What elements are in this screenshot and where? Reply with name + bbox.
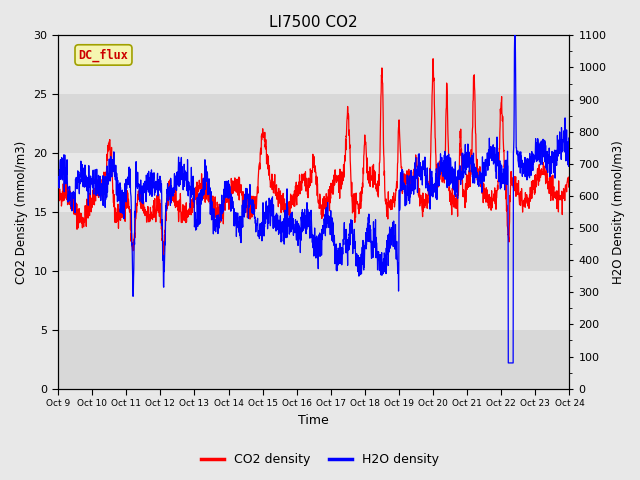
Bar	[58, 212, 570, 271]
Bar	[58, 153, 570, 212]
X-axis label: Time: Time	[298, 414, 329, 427]
Bar	[58, 330, 570, 389]
Text: DC_flux: DC_flux	[79, 48, 129, 61]
Bar	[58, 271, 570, 330]
Bar	[58, 36, 570, 94]
Y-axis label: CO2 Density (mmol/m3): CO2 Density (mmol/m3)	[15, 140, 28, 284]
Legend: CO2 density, H2O density: CO2 density, H2O density	[196, 448, 444, 471]
Y-axis label: H2O Density (mmol/m3): H2O Density (mmol/m3)	[612, 140, 625, 284]
Bar	[58, 94, 570, 153]
Title: LI7500 CO2: LI7500 CO2	[269, 15, 358, 30]
